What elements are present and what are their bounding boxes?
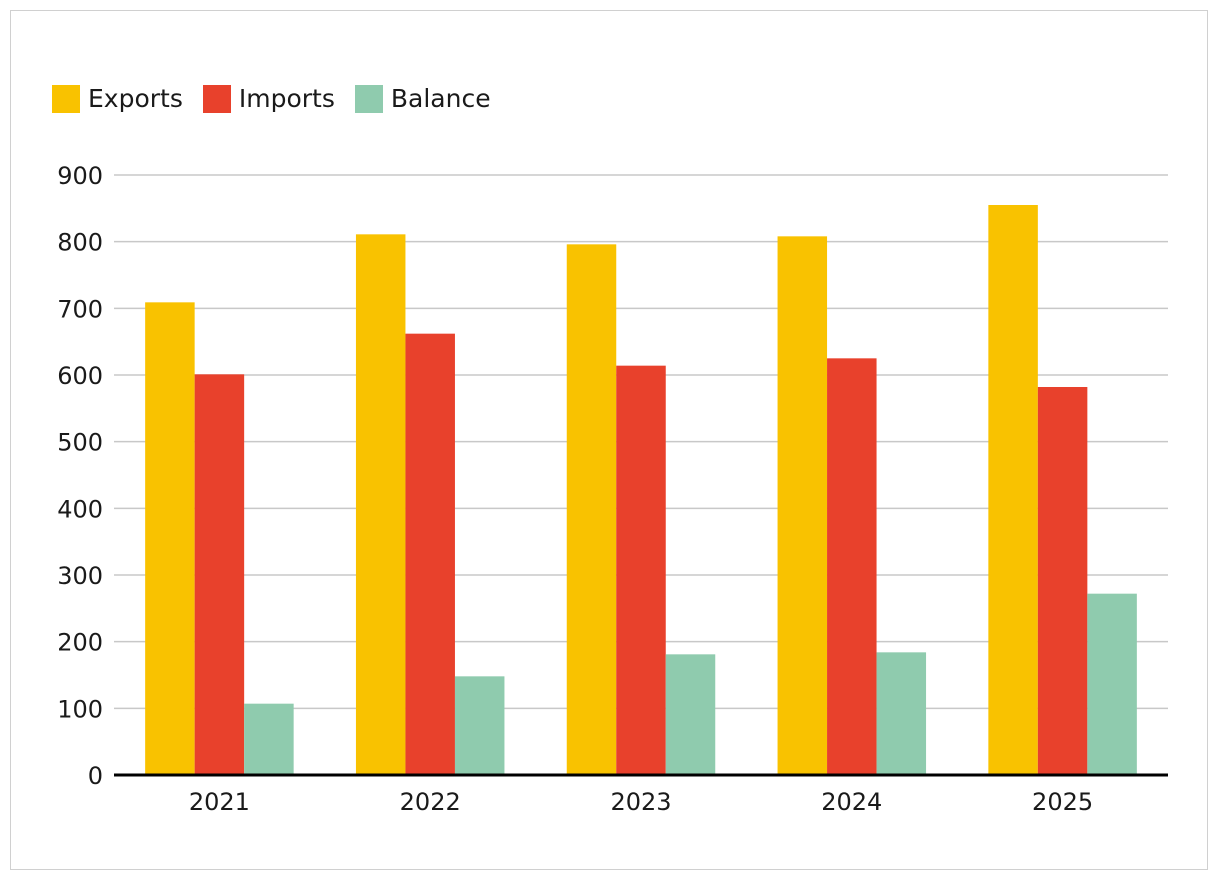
legend-label-imports: Imports <box>238 84 335 113</box>
bar-balance-2022 <box>454 676 505 775</box>
bar-exports-2025 <box>988 205 1038 775</box>
bar-imports-2025 <box>1037 387 1088 775</box>
bars <box>145 205 1137 776</box>
bar-balance-2023 <box>665 654 716 775</box>
legend-label-exports: Exports <box>88 84 183 113</box>
bar-exports-2023 <box>566 244 617 776</box>
y-tick-label-900: 900 <box>57 162 103 190</box>
legend-swatch-exports <box>52 84 80 113</box>
bar-imports-2024 <box>827 358 877 775</box>
bar-exports-2024 <box>777 236 828 776</box>
y-tick-label-300: 300 <box>57 562 103 590</box>
x-tick-label-2024: 2024 <box>821 788 882 816</box>
x-tick-label-2022: 2022 <box>400 788 461 816</box>
legend-item-imports: Imports <box>202 84 335 113</box>
bar-balance-2024 <box>876 652 927 775</box>
y-tick-label-700: 700 <box>57 295 103 323</box>
y-tick-label-800: 800 <box>57 229 103 257</box>
y-tick-label-400: 400 <box>57 495 103 523</box>
x-axis-ticks: 2021 2022 2023 2024 2025 <box>189 788 1093 816</box>
legend-item-exports: Exports <box>52 84 183 113</box>
bar-balance-2021 <box>244 703 294 775</box>
bar-imports-2023 <box>616 365 666 775</box>
y-tick-label-500: 500 <box>57 429 103 457</box>
bar-imports-2022 <box>405 333 455 775</box>
x-tick-label-2021: 2021 <box>189 788 250 816</box>
bar-balance-2025 <box>1087 593 1137 775</box>
legend-label-balance: Balance <box>390 84 491 113</box>
legend-swatch-balance <box>354 84 383 113</box>
y-tick-label-600: 600 <box>57 362 103 390</box>
legend: Exports Imports Balance <box>52 84 511 113</box>
legend-swatch-imports <box>202 84 231 113</box>
bar-exports-2022 <box>355 234 406 776</box>
y-tick-label-100: 100 <box>57 695 103 723</box>
x-tick-label-2025: 2025 <box>1032 788 1093 816</box>
bar-imports-2021 <box>194 374 245 775</box>
legend-item-balance: Balance <box>354 84 491 113</box>
x-tick-label-2023: 2023 <box>610 788 671 816</box>
y-axis-ticks: 0 100 200 300 400 500 600 700 800 900 <box>57 162 103 790</box>
y-tick-label-200: 200 <box>57 629 103 657</box>
bar-exports-2021 <box>145 302 195 775</box>
y-tick-label-0: 0 <box>88 762 103 790</box>
